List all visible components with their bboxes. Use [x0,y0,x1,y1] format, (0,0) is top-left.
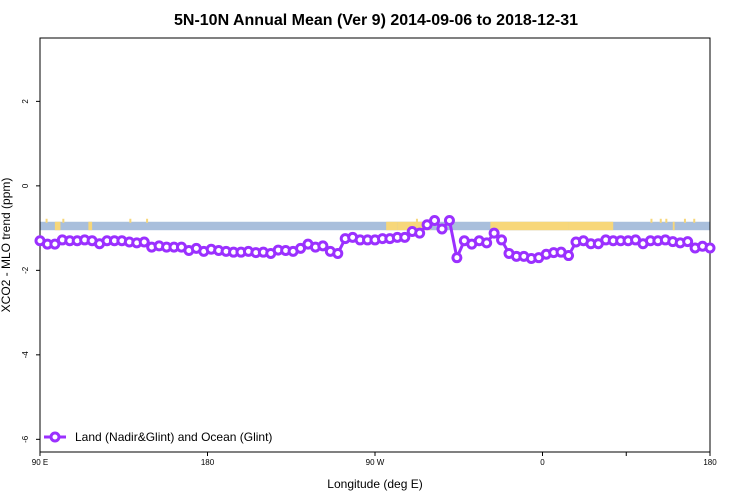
y-tick-label: -6 [21,435,30,443]
data-point [451,252,463,264]
legend: Land (Nadir&Glint) and Ocean (Glint) [44,430,272,444]
island-speck [129,218,132,223]
series-layer [34,214,716,265]
data-point [414,227,426,239]
land-band-segment [568,221,614,231]
x-tick-label: 0 [540,458,545,467]
island-speck [683,218,686,223]
island-speck [650,218,653,223]
land-band-segment [54,221,61,231]
data-point [436,223,448,235]
land-band-segment [88,221,93,231]
land-band-segment [490,221,569,231]
y-axis-label: XCO2 - MLO trend (ppm) [0,178,13,313]
data-point [682,236,694,248]
y-tick-label: -4 [21,351,30,359]
island-speck [415,218,418,223]
land-band-segment [386,221,398,231]
data-point [481,237,493,249]
data-point [317,240,329,252]
legend-marker [49,431,61,443]
data-point [429,214,441,226]
data-point [332,247,344,259]
y-tick-label: 2 [21,99,30,104]
y-axis: -6 -4 -2 0 2 [21,99,40,443]
y-tick-label: 0 [21,183,30,188]
island-speck [659,218,662,223]
land-band-segment [672,221,675,231]
island-speck [665,218,668,223]
x-tick-label: 180 [201,458,215,467]
ocean-band [40,221,710,231]
data-point [488,227,500,239]
data-point [563,250,575,262]
data-point [138,236,150,248]
data-point [496,234,508,246]
island-speck [146,218,149,223]
legend-label: Land (Nadir&Glint) and Ocean (Glint) [75,430,272,444]
x-axis: 90 E 180 90 W 0 180 [32,452,717,467]
data-point [443,214,455,226]
land-ocean-band [40,218,710,231]
x-tick-label: 180 [703,458,717,467]
island-speck [62,218,65,223]
x-tick-label: 90 W [366,458,385,467]
data-point [704,242,716,254]
island-speck [45,218,48,223]
x-tick-label: 90 E [32,458,48,467]
chart-title: 5N-10N Annual Mean (Ver 9) 2014-09-06 to… [174,12,578,29]
x-axis-label: Longitude (deg E) [327,477,422,491]
y-tick-label: -2 [21,266,30,274]
island-speck [693,218,696,223]
data-point [399,231,411,243]
land-band-segment [397,221,431,231]
